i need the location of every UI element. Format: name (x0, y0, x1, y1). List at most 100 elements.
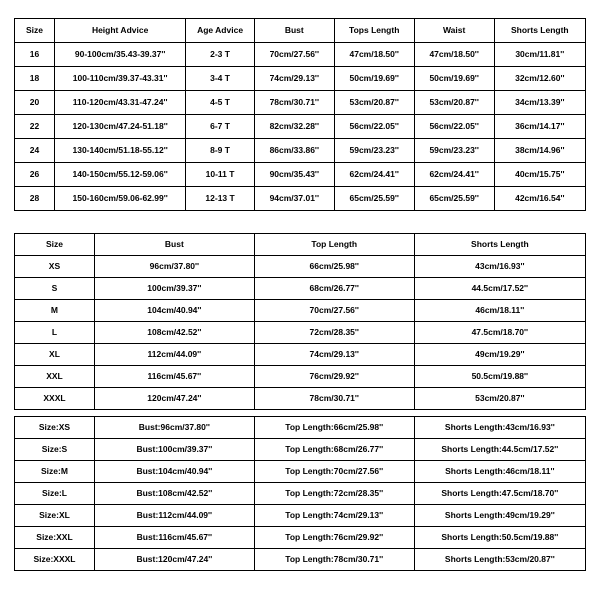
table-cell: 10-11 T (186, 163, 255, 187)
table-cell: 38cm/14.96'' (494, 139, 585, 163)
table-cell: 20 (15, 91, 55, 115)
header-shorts: Shorts Length (494, 19, 585, 43)
table-cell: 53cm/20.87'' (414, 388, 585, 410)
table-cell: 8-9 T (186, 139, 255, 163)
table-cell: 32cm/12.60'' (494, 67, 585, 91)
adult-size-table: Size Bust Top Length Shorts Length XS96c… (14, 233, 586, 410)
header-waist: Waist (414, 19, 494, 43)
table-cell: 65cm/25.59'' (334, 187, 414, 211)
table-cell: 74cm/29.13'' (254, 344, 414, 366)
table-row: 18100-110cm/39.37-43.31''3-4 T74cm/29.13… (15, 67, 586, 91)
header-bust: Bust (94, 234, 254, 256)
header-age: Age Advice (186, 19, 255, 43)
table-cell: 82cm/32.28'' (254, 115, 334, 139)
table-cell: Size:XXL (15, 527, 95, 549)
table-cell: 47.5cm/18.70'' (414, 322, 585, 344)
table-cell: 76cm/29.92'' (254, 366, 414, 388)
table-cell: M (15, 300, 95, 322)
table-cell: 36cm/14.17'' (494, 115, 585, 139)
table-cell: 104cm/40.94'' (94, 300, 254, 322)
header-size: Size (15, 234, 95, 256)
table-cell: 140-150cm/55.12-59.06'' (54, 163, 185, 187)
table-cell: 68cm/26.77'' (254, 278, 414, 300)
table-cell: XXL (15, 366, 95, 388)
table-cell: Size:XL (15, 505, 95, 527)
table-cell: 30cm/11.81'' (494, 43, 585, 67)
table-row: L108cm/42.52''72cm/28.35''47.5cm/18.70'' (15, 322, 586, 344)
table-cell: Bust:96cm/37.80'' (94, 417, 254, 439)
table-cell: Bust:100cm/39.37'' (94, 439, 254, 461)
table-cell: XS (15, 256, 95, 278)
table-cell: 108cm/42.52'' (94, 322, 254, 344)
table-row: XL112cm/44.09''74cm/29.13''49cm/19.29'' (15, 344, 586, 366)
table-row: 24130-140cm/51.18-55.12''8-9 T86cm/33.86… (15, 139, 586, 163)
table-cell: 90cm/35.43'' (254, 163, 334, 187)
table-cell: Bust:112cm/44.09'' (94, 505, 254, 527)
table-cell: 130-140cm/51.18-55.12'' (54, 139, 185, 163)
table-cell: Size:XXXL (15, 549, 95, 571)
table-row: Size:LBust:108cm/42.52''Top Length:72cm/… (15, 483, 586, 505)
table-row: Size:XSBust:96cm/37.80''Top Length:66cm/… (15, 417, 586, 439)
table-cell: 24 (15, 139, 55, 163)
table-row: M104cm/40.94''70cm/27.56''46cm/18.11'' (15, 300, 586, 322)
table-row: Size:SBust:100cm/39.37''Top Length:68cm/… (15, 439, 586, 461)
table-cell: 46cm/18.11'' (414, 300, 585, 322)
adult-size-labeled-table: Size:XSBust:96cm/37.80''Top Length:66cm/… (14, 416, 586, 571)
table-cell: 59cm/23.23'' (334, 139, 414, 163)
table-cell: 62cm/24.41'' (414, 163, 494, 187)
table-cell: 43cm/16.93'' (414, 256, 585, 278)
table-cell: Top Length:68cm/26.77'' (254, 439, 414, 461)
table-cell: XL (15, 344, 95, 366)
table-row: 22120-130cm/47.24-51.18''6-7 T82cm/32.28… (15, 115, 586, 139)
table-row: XS96cm/37.80''66cm/25.98''43cm/16.93'' (15, 256, 586, 278)
table-cell: 86cm/33.86'' (254, 139, 334, 163)
table-cell: 53cm/20.87'' (334, 91, 414, 115)
table-cell: 16 (15, 43, 55, 67)
table-cell: 44.5cm/17.52'' (414, 278, 585, 300)
table-cell: 50.5cm/19.88'' (414, 366, 585, 388)
table-cell: Shorts Length:50.5cm/19.88'' (414, 527, 585, 549)
table-cell: Shorts Length:43cm/16.93'' (414, 417, 585, 439)
table-cell: Top Length:74cm/29.13'' (254, 505, 414, 527)
table-cell: 53cm/20.87'' (414, 91, 494, 115)
table-row: 26140-150cm/55.12-59.06''10-11 T90cm/35.… (15, 163, 586, 187)
table-row: Size:XXXLBust:120cm/47.24''Top Length:78… (15, 549, 586, 571)
kids-size-table: Size Height Advice Age Advice Bust Tops … (14, 18, 586, 211)
table-cell: 110-120cm/43.31-47.24'' (54, 91, 185, 115)
table-row: Size:XLBust:112cm/44.09''Top Length:74cm… (15, 505, 586, 527)
table-cell: Bust:120cm/47.24'' (94, 549, 254, 571)
table-cell: 50cm/19.69'' (414, 67, 494, 91)
table-cell: 70cm/27.56'' (254, 300, 414, 322)
table-cell: 40cm/15.75'' (494, 163, 585, 187)
table-cell: 62cm/24.41'' (334, 163, 414, 187)
header-bust: Bust (254, 19, 334, 43)
table-cell: Shorts Length:49cm/19.29'' (414, 505, 585, 527)
table-cell: 12-13 T (186, 187, 255, 211)
table-row: Size:MBust:104cm/40.94''Top Length:70cm/… (15, 461, 586, 483)
table-cell: 116cm/45.67'' (94, 366, 254, 388)
header-height: Height Advice (54, 19, 185, 43)
table-cell: 59cm/23.23'' (414, 139, 494, 163)
table-cell: 120cm/47.24'' (94, 388, 254, 410)
table-cell: 4-5 T (186, 91, 255, 115)
table-cell: 34cm/13.39'' (494, 91, 585, 115)
header-top: Top Length (254, 234, 414, 256)
table-cell: Size:M (15, 461, 95, 483)
table-cell: 74cm/29.13'' (254, 67, 334, 91)
table-cell: 70cm/27.56'' (254, 43, 334, 67)
table-cell: 42cm/16.54'' (494, 187, 585, 211)
table-cell: 47cm/18.50'' (414, 43, 494, 67)
table-row: XXXL120cm/47.24''78cm/30.71''53cm/20.87'… (15, 388, 586, 410)
table-cell: Top Length:72cm/28.35'' (254, 483, 414, 505)
table-cell: 3-4 T (186, 67, 255, 91)
table-cell: 47cm/18.50'' (334, 43, 414, 67)
table-cell: Bust:116cm/45.67'' (94, 527, 254, 549)
table-cell: L (15, 322, 95, 344)
table-cell: 28 (15, 187, 55, 211)
table-header-row: Size Height Advice Age Advice Bust Tops … (15, 19, 586, 43)
table-cell: Shorts Length:53cm/20.87'' (414, 549, 585, 571)
table-cell: 6-7 T (186, 115, 255, 139)
table-cell: Top Length:78cm/30.71'' (254, 549, 414, 571)
table-cell: Size:XS (15, 417, 95, 439)
table-cell: 100cm/39.37'' (94, 278, 254, 300)
